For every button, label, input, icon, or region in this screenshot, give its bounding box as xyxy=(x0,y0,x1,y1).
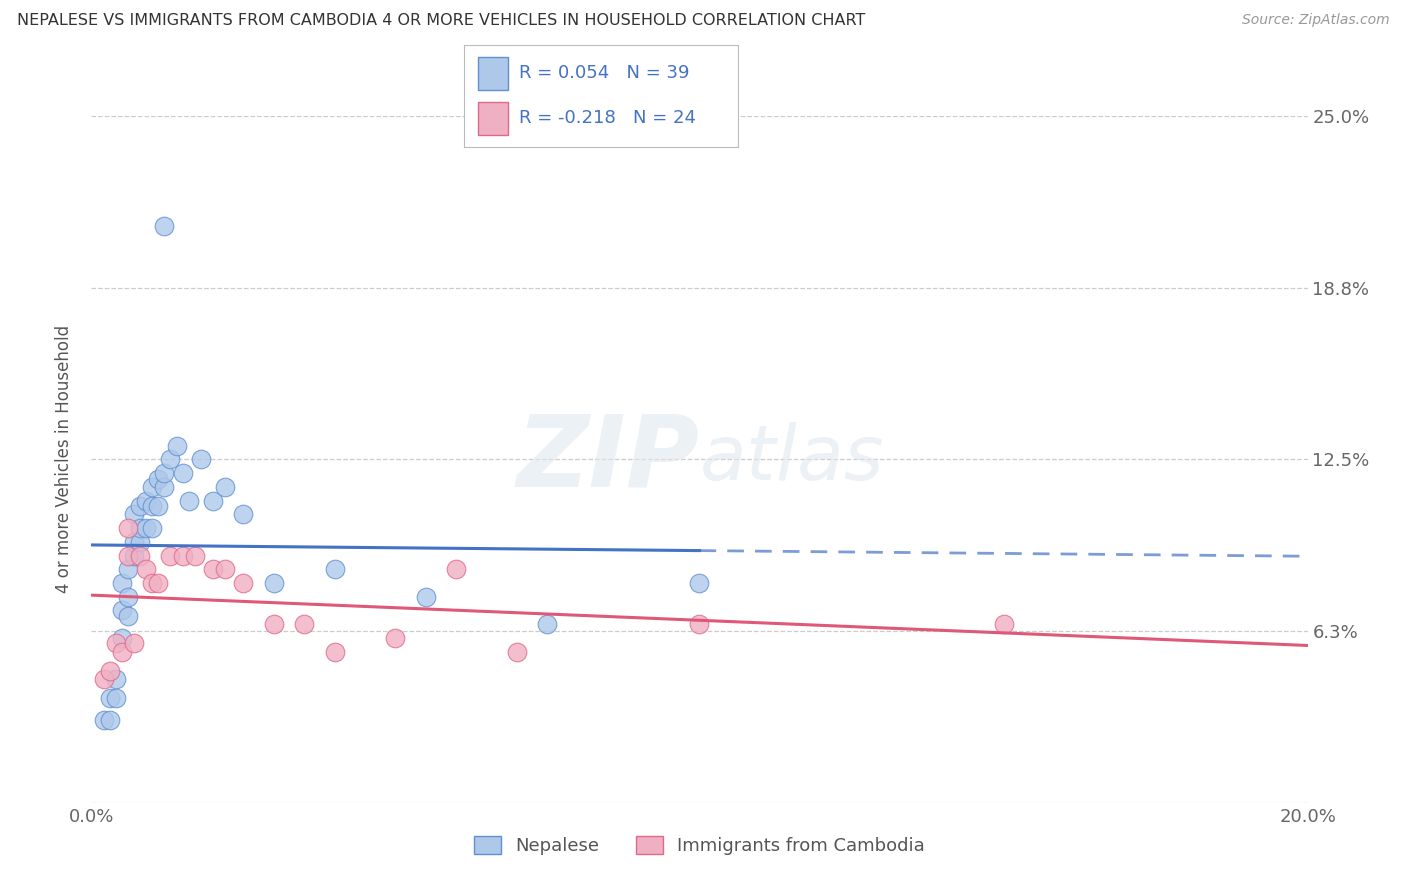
Point xyxy=(232,576,254,591)
FancyBboxPatch shape xyxy=(478,57,508,90)
Point xyxy=(177,493,200,508)
Point xyxy=(202,562,225,576)
Point xyxy=(202,493,225,508)
Text: Source: ZipAtlas.com: Source: ZipAtlas.com xyxy=(1241,13,1389,28)
Point xyxy=(153,480,176,494)
Point xyxy=(135,493,157,508)
Point xyxy=(536,617,558,632)
Point xyxy=(111,603,134,617)
Point xyxy=(232,508,254,522)
Point xyxy=(104,636,127,650)
Point xyxy=(98,691,121,706)
Point xyxy=(93,672,115,686)
Text: atlas: atlas xyxy=(699,423,884,496)
Point xyxy=(141,521,163,535)
Point xyxy=(117,590,139,604)
Point xyxy=(148,499,170,513)
Point xyxy=(104,672,127,686)
Point xyxy=(141,576,163,591)
Point xyxy=(415,590,437,604)
Point xyxy=(148,472,170,486)
Point xyxy=(111,576,134,591)
Point xyxy=(135,562,157,576)
Point xyxy=(111,631,134,645)
Point xyxy=(104,691,127,706)
Point xyxy=(263,617,285,632)
Point xyxy=(323,645,346,659)
Point xyxy=(159,549,181,563)
Y-axis label: 4 or more Vehicles in Household: 4 or more Vehicles in Household xyxy=(55,326,73,593)
Point xyxy=(506,645,529,659)
Text: R = 0.054   N = 39: R = 0.054 N = 39 xyxy=(519,64,689,82)
Point xyxy=(214,480,236,494)
Point xyxy=(117,562,139,576)
Point xyxy=(122,534,145,549)
Point xyxy=(159,452,181,467)
Text: NEPALESE VS IMMIGRANTS FROM CAMBODIA 4 OR MORE VEHICLES IN HOUSEHOLD CORRELATION: NEPALESE VS IMMIGRANTS FROM CAMBODIA 4 O… xyxy=(17,13,865,29)
Point xyxy=(135,521,157,535)
Point xyxy=(214,562,236,576)
FancyBboxPatch shape xyxy=(478,102,508,135)
Point xyxy=(117,521,139,535)
Point xyxy=(172,549,194,563)
Point xyxy=(141,499,163,513)
Point xyxy=(688,617,710,632)
Point xyxy=(148,576,170,591)
Point xyxy=(153,466,176,480)
Point xyxy=(129,499,152,513)
Point xyxy=(129,534,152,549)
Point xyxy=(129,549,152,563)
Point xyxy=(153,219,176,233)
Point xyxy=(993,617,1015,632)
Point xyxy=(190,452,212,467)
Point xyxy=(263,576,285,591)
Point xyxy=(688,576,710,591)
Point xyxy=(323,562,346,576)
Point xyxy=(292,617,315,632)
Text: ZIP: ZIP xyxy=(516,411,699,508)
Point xyxy=(141,480,163,494)
Point xyxy=(122,508,145,522)
Point xyxy=(93,714,115,728)
Point xyxy=(166,439,188,453)
Point xyxy=(184,549,207,563)
Point xyxy=(122,549,145,563)
Point xyxy=(444,562,467,576)
Point xyxy=(384,631,406,645)
Point xyxy=(172,466,194,480)
Point xyxy=(129,521,152,535)
Point xyxy=(117,549,139,563)
Legend: Nepalese, Immigrants from Cambodia: Nepalese, Immigrants from Cambodia xyxy=(467,829,932,863)
Point xyxy=(98,664,121,678)
Point xyxy=(117,609,139,624)
Point xyxy=(98,714,121,728)
Point xyxy=(122,636,145,650)
Text: R = -0.218   N = 24: R = -0.218 N = 24 xyxy=(519,110,696,128)
Point xyxy=(111,645,134,659)
